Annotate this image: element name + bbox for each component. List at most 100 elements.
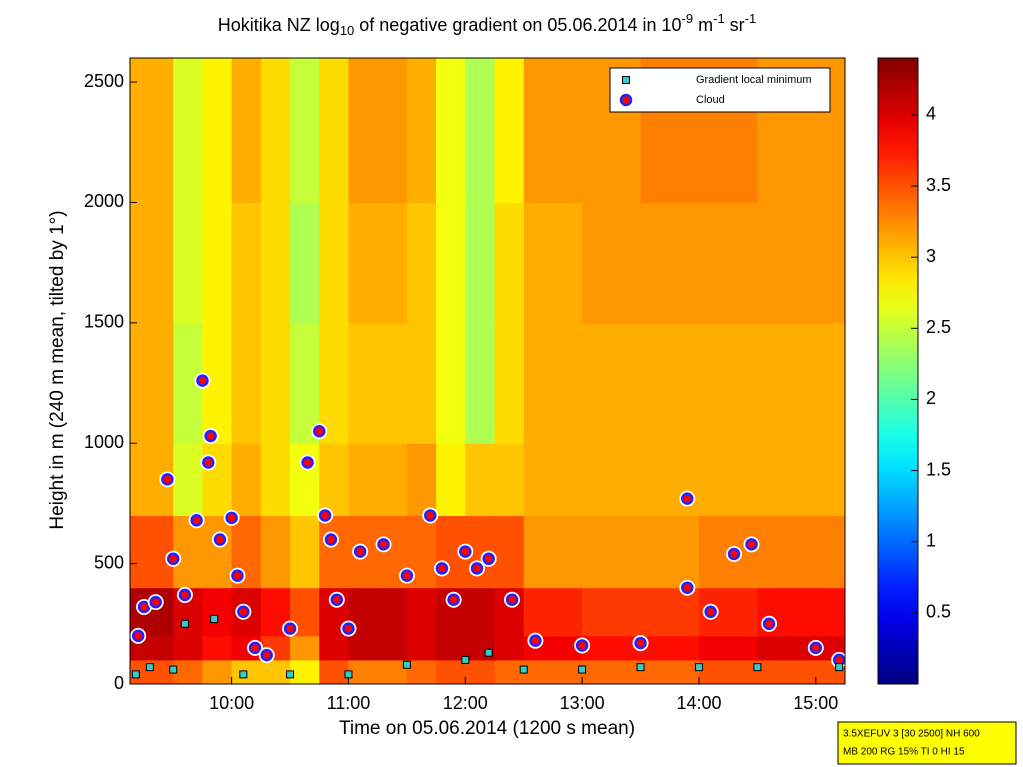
cloud-point	[470, 562, 484, 575]
cloud-point	[482, 552, 495, 566]
heat-cell	[406, 322, 437, 444]
heat-cell	[465, 202, 496, 324]
title-part: Hokitika NZ log	[218, 15, 340, 35]
gradient-minimum	[180, 619, 189, 628]
heat-cell	[290, 322, 320, 444]
gradient-minimum	[694, 663, 703, 672]
title-part: 10	[340, 23, 354, 38]
cloud-point	[704, 605, 717, 619]
heat-cell	[465, 587, 496, 637]
heat-cell	[523, 515, 583, 589]
heat-cell	[582, 443, 642, 516]
heat-cell	[231, 58, 262, 203]
y-tick-label: 0	[114, 673, 124, 693]
x-tick-label: 15:00	[793, 693, 838, 713]
heat-cell	[130, 58, 174, 203]
cloud-point	[318, 509, 332, 522]
heat-cell	[260, 443, 291, 516]
title-part: of negative gradient on 05.06.2014 in 10	[354, 15, 681, 35]
heat-cell	[757, 202, 845, 324]
heat-cell	[465, 322, 496, 444]
heat-cell	[582, 202, 642, 324]
heat-cell	[757, 443, 845, 516]
colorbar	[877, 57, 919, 685]
cloud-point	[202, 456, 215, 469]
heat-cell	[465, 635, 496, 661]
heat-cell	[290, 202, 320, 324]
heat-cell	[406, 587, 437, 637]
cloud-point	[619, 93, 633, 107]
heat-cell	[406, 635, 437, 661]
x-tick-label: 13:00	[560, 693, 605, 713]
annotation: 3.5XEFUV 3 [30 2500] NH 600	[843, 729, 980, 740]
heat-cell	[231, 322, 262, 444]
cloud-point	[447, 593, 460, 606]
heat-cell	[290, 515, 320, 589]
heat-cell	[436, 58, 466, 203]
gradient-minimum	[484, 648, 493, 657]
cloud-point	[727, 547, 741, 561]
cloud-point	[248, 641, 262, 655]
heat-cell	[231, 202, 262, 324]
gradient-minimum	[519, 665, 528, 674]
heat-cell	[640, 659, 700, 684]
cloud-point	[400, 569, 414, 582]
heat-cell	[436, 322, 466, 444]
gradient-minimum	[622, 76, 630, 84]
heat-cell	[319, 58, 349, 203]
heat-cell	[494, 58, 525, 203]
heat-cell	[523, 587, 583, 637]
title-part: -1	[713, 11, 725, 26]
heat-cell	[202, 515, 233, 589]
y-axis-label: Height in m (240 m mean, tilted by 1°)	[47, 210, 68, 529]
cloud-point	[260, 648, 273, 662]
heat-cell	[348, 587, 408, 637]
heat-cell	[231, 443, 262, 516]
cloud-point	[324, 533, 338, 546]
y-tick-label: 2000	[84, 191, 124, 211]
heatmap	[130, 58, 845, 684]
heat-cell	[348, 322, 408, 444]
heat-cell	[260, 515, 291, 589]
cloud-point	[435, 562, 449, 575]
legend-label: Cloud	[696, 94, 725, 106]
legend-box	[609, 67, 831, 113]
heat-cell	[319, 659, 349, 684]
heat-cell	[290, 659, 320, 684]
colorbar-tick-label: 4	[926, 104, 936, 124]
colorbar-tick-label: 0.5	[926, 602, 951, 622]
cloud-point	[213, 533, 227, 546]
heat-cell	[406, 659, 437, 684]
heat-cell	[523, 443, 583, 516]
heat-cell	[202, 58, 233, 203]
heat-cell	[348, 659, 408, 684]
heat-cell	[173, 443, 203, 516]
chart-title: Hokitika NZ log10 of negative gradient o…	[218, 11, 756, 38]
gradient-minimum	[210, 614, 219, 623]
gradient-minimum	[461, 655, 470, 664]
heat-cell	[640, 587, 700, 637]
cloud-point	[166, 552, 180, 566]
x-tick-label: 10:00	[209, 693, 254, 713]
heat-cell	[523, 659, 583, 684]
heat-cell	[319, 635, 349, 661]
heat-cell	[494, 202, 525, 324]
heat-cell	[582, 659, 642, 684]
cloud-point	[161, 473, 174, 486]
cloud-point	[459, 545, 472, 558]
heat-cell	[436, 635, 466, 661]
colorbar-tick-label: 3.5	[926, 175, 951, 195]
x-tick-label: 12:00	[443, 693, 488, 713]
title-part: sr	[725, 15, 745, 35]
heat-cell	[348, 635, 408, 661]
heat-cell	[260, 58, 291, 203]
markers	[130, 372, 845, 679]
legend-label: Gradient local minimum	[696, 74, 812, 86]
gradient-minimum	[402, 660, 411, 669]
cloud-point	[681, 581, 694, 594]
heat-cell	[494, 635, 525, 661]
cloud-point	[204, 429, 217, 443]
cloud-point	[809, 641, 823, 655]
gradient-minimum	[145, 663, 154, 672]
